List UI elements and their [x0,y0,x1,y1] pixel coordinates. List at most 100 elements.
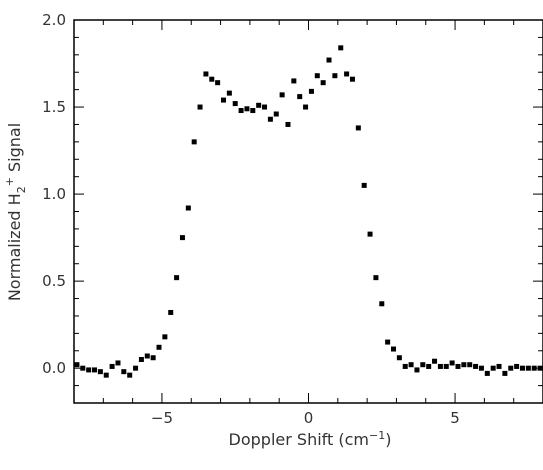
y-axis-label-rest: Signal [5,123,24,177]
data-point [303,105,308,110]
data-point [485,371,490,376]
y-axis-label: Normalized H2+ Signal [3,123,28,301]
data-point [414,367,419,372]
data-point [479,366,484,371]
data-point [110,364,115,369]
data-point [227,91,232,96]
data-point [291,78,296,83]
y-tick-label: 1.5 [42,98,66,116]
data-point [74,362,79,367]
data-point [280,92,285,97]
data-point [409,362,414,367]
y-axis-label-text: Normalized H [5,193,24,301]
y-axis-label-subscript: 2 [15,186,28,193]
x-tick-label: 5 [450,409,460,427]
data-point [491,366,496,371]
x-axis-label-superscript: −1 [369,429,385,442]
data-point [162,334,167,339]
data-point [233,101,238,106]
data-point [403,364,408,369]
data-point [315,73,320,78]
data-point [514,364,519,369]
data-point [420,362,425,367]
data-point [274,112,279,117]
data-point [526,366,531,371]
data-point [186,206,191,211]
data-point [508,366,513,371]
data-point [180,235,185,240]
data-point [391,347,396,352]
data-point [356,125,361,130]
data-point [98,369,103,374]
data-point [426,364,431,369]
data-point [520,366,525,371]
y-tick-label: 1.0 [42,185,66,203]
data-point [350,77,355,82]
data-point [497,364,502,369]
data-point [104,373,109,378]
data-point [239,108,244,113]
data-points [74,45,542,377]
data-point [198,105,203,110]
data-point [168,310,173,315]
data-point [256,103,261,108]
data-point [444,364,449,369]
data-point [297,94,302,99]
plot-frame [74,20,543,403]
data-point [338,45,343,50]
data-point [262,105,267,110]
data-point [432,359,437,364]
data-point [192,139,197,144]
tick-labels: −5 0 5 0.0 0.5 1.0 1.5 2.0 [42,11,460,427]
data-point [244,106,249,111]
data-point [362,183,367,188]
data-point [133,366,138,371]
x-axis-label-text: Doppler Shift (cm [229,430,369,449]
data-point [473,364,478,369]
y-tick-label: 0.5 [42,272,66,290]
data-point [139,357,144,362]
data-point [327,58,332,63]
data-point [438,364,443,369]
data-point [86,367,91,372]
data-point [285,122,290,127]
axis-ticks [74,20,543,403]
x-tick-label: 0 [304,409,314,427]
data-point [532,366,537,371]
data-point [209,77,214,82]
y-tick-label: 0.0 [42,359,66,377]
data-point [268,117,273,122]
data-point [368,232,373,237]
data-point [502,371,507,376]
y-tick-label: 2.0 [42,11,66,29]
data-point [80,366,85,371]
data-point [92,367,97,372]
data-point [221,98,226,103]
data-point [344,71,349,76]
data-point [145,353,150,358]
data-point [151,355,156,360]
data-point [127,373,132,378]
data-point [203,71,208,76]
x-tick-label: −5 [151,409,173,427]
data-point [538,366,543,371]
y-axis-label-superscript: + [3,177,16,186]
data-point [250,108,255,113]
data-point [385,340,390,345]
data-point [174,275,179,280]
data-point [379,301,384,306]
data-point [467,362,472,367]
data-point [115,360,120,365]
data-point [397,355,402,360]
data-point [309,89,314,94]
data-point [215,80,220,85]
data-point [321,80,326,85]
data-point [121,369,126,374]
data-point [157,345,162,350]
x-axis-label: Doppler Shift (cm−1) [229,429,392,449]
data-point [461,362,466,367]
data-point [455,364,460,369]
data-point [332,73,337,78]
data-point [450,360,455,365]
